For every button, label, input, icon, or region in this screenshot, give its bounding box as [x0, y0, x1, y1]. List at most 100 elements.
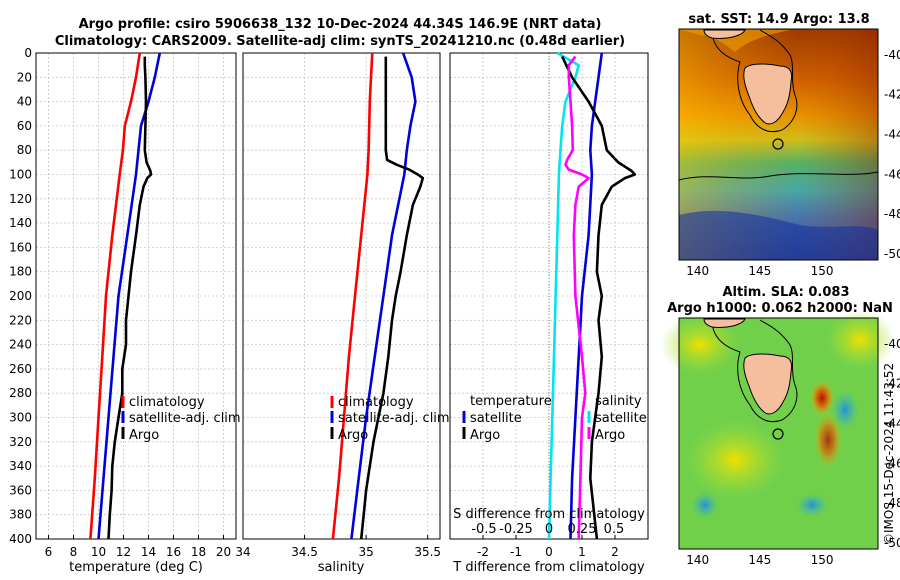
temperature-series-satellite-adj-clim [97, 52, 162, 540]
depth-tick-12: 240 [9, 338, 32, 352]
sst-map [678, 28, 879, 261]
sst-shelf-contour [711, 29, 798, 133]
sla-map-subtitle: Argo h1000: 0.062 h2000: NaN [667, 301, 893, 316]
sla-lon-tick-2: 150 [811, 553, 834, 567]
sst-mainland [703, 29, 746, 39]
legend-label-s-argo: Argo [595, 428, 625, 443]
depth-tick-4: 80 [17, 143, 32, 157]
temperature-xtick-6: 18 [191, 545, 206, 559]
legend-salinity-heading: salinity [595, 394, 642, 409]
temperature-xtick-5: 16 [166, 545, 181, 559]
sla-high-sw [685, 420, 785, 500]
sla-shelf-contour [711, 319, 798, 423]
salinity-xtick-3: 35.5 [414, 545, 441, 559]
salinity-series-climatology [331, 52, 374, 540]
depth-tick-16: 320 [9, 435, 32, 449]
difference-panel: -2 -1 0 1 2 [449, 51, 649, 559]
temperature-series-argo [107, 56, 153, 540]
temperature-x-label: temperature (deg C) [69, 560, 203, 575]
depth-tick-7: 140 [9, 216, 32, 230]
sst-lat-tick-0: -40 [884, 48, 900, 62]
sst-lon-tick-0: 140 [686, 264, 709, 278]
salinity-xtick-2: 35 [358, 545, 373, 559]
temperature-xtick-7: 20 [216, 545, 231, 559]
difference-x-label: T difference from climatology [452, 560, 645, 575]
imos-timestamp: ©IMOS 15-Dec-2024 11:43:52 [882, 363, 896, 545]
salinity-series-argo [359, 56, 425, 540]
salinity-legend: climatology satellite-adj. clim Argo [330, 395, 450, 443]
s-difference-label: S difference from climatology [453, 507, 645, 522]
s-tick-2: -0.25 [499, 522, 533, 537]
depth-tick-17: 340 [9, 459, 32, 473]
temperature-frame [35, 52, 237, 540]
s-tick-5: 0.5 [604, 522, 625, 537]
salinity-xtick-1: 34.5 [291, 545, 318, 559]
sla-argo-marker [772, 428, 784, 440]
legend-label-satellite: satellite-adj. clim [129, 411, 241, 426]
temperature-xtick-1: 8 [70, 545, 78, 559]
salinity-x-label: salinity [318, 560, 365, 575]
sla-eddy-warm-south [814, 412, 842, 468]
sst-lat-tick-1: -42 [884, 88, 900, 102]
sla-lat-tick-0: -40 [884, 337, 900, 351]
salinity-frame [242, 52, 441, 540]
depth-tick-19: 380 [9, 508, 32, 522]
salinity-series-satellite-adj-clim [350, 52, 417, 540]
difference-legend: temperature satellite Argo salinity sate… [462, 394, 647, 443]
depth-tick-5: 100 [9, 168, 32, 182]
sla-lat-tick-5: -50 [884, 536, 900, 550]
legend-label-climatology: climatology [129, 395, 205, 410]
sst-cold-south [679, 210, 878, 260]
depth-tick-8: 160 [9, 240, 32, 254]
depth-tick-20: 400 [9, 532, 32, 546]
sst-map-title: sat. SST: 14.9 Argo: 13.8 [688, 12, 869, 27]
sla-eddy-cold-sw [691, 491, 719, 519]
sla-map-title: Altim. SLA: 0.083 [723, 285, 850, 300]
sst-lat-tick-4: -48 [884, 207, 900, 221]
sst-lon-tick-1: 145 [748, 264, 771, 278]
temperature-series-climatology [89, 52, 142, 540]
difference-xtick-1: -1 [510, 545, 522, 559]
legend-label-climatology: climatology [338, 395, 414, 410]
sst-lat-tick-2: -44 [884, 128, 900, 142]
sla-lat-tick-2: -44 [884, 417, 900, 431]
temperature-legend: climatology satellite-adj. clim Argo [121, 395, 241, 443]
difference-xtick-2: 0 [545, 545, 553, 559]
depth-tick-14: 280 [9, 386, 32, 400]
temperature-panel: 6 8 10 12 14 16 18 2002040608010012014016018020… [9, 46, 237, 559]
sla-eddy-cold-s [796, 493, 828, 517]
sst-map-frame [678, 28, 879, 261]
sla-lat-tick-4: -48 [884, 496, 900, 510]
depth-tick-18: 360 [9, 483, 32, 497]
sla-high-nw [660, 315, 740, 375]
temperature-xtick-0: 6 [45, 545, 53, 559]
depth-tick-3: 60 [17, 119, 32, 133]
depth-tick-2: 40 [17, 95, 32, 109]
s-tick-1: -0.5 [471, 522, 496, 537]
sla-mainland [703, 318, 746, 328]
title-line-1: Argo profile: csiro 5906638_132 10-Dec-2… [79, 17, 602, 32]
sst-tasmania [743, 63, 793, 125]
difference-series-s-satellite [547, 51, 581, 540]
sla-lat-tick-3: -46 [884, 456, 900, 470]
depth-tick-6: 120 [9, 192, 32, 206]
legend-label-t-satellite: satellite [470, 411, 522, 426]
sst-lat-tick-5: -50 [884, 247, 900, 261]
s-tick-3: 0 [545, 522, 553, 537]
sst-lat-tick-3: -46 [884, 167, 900, 181]
depth-tick-15: 300 [9, 411, 32, 425]
sla-tasmania [743, 353, 793, 415]
title-line-2: Climatology: CARS2009. Satellite-adj cli… [55, 34, 625, 49]
depth-tick-13: 260 [9, 362, 32, 376]
legend-label-argo: Argo [338, 428, 368, 443]
map-tick-labels: 140 145 150 -40 -42 -44 -46 -48 -50 140 145 150 -40 -… [686, 48, 900, 567]
difference-xtick-4: 2 [611, 545, 619, 559]
s-tick-4: 0.25 [568, 522, 597, 537]
sst-lon-tick-2: 150 [811, 264, 834, 278]
legend-label-t-argo: Argo [470, 428, 500, 443]
sla-lat-tick-1: -42 [884, 377, 900, 391]
legend-label-argo: Argo [129, 428, 159, 443]
sla-eddy-warm [810, 380, 834, 416]
sla-map [660, 310, 895, 550]
difference-series-s-argo [564, 55, 590, 540]
